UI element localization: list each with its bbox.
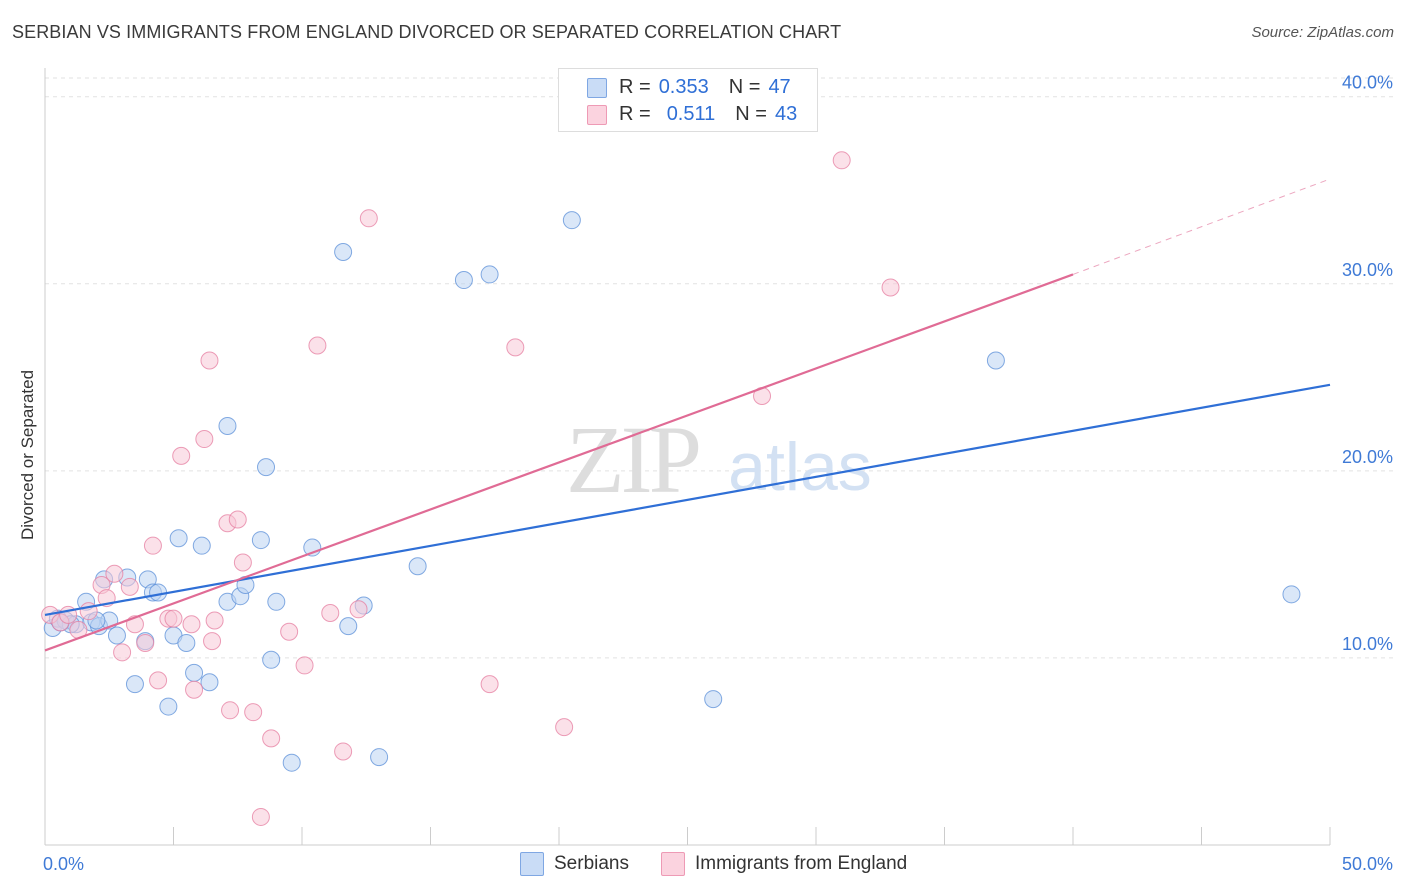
england-point	[881, 278, 900, 297]
england-point	[308, 336, 327, 355]
stats-box: R = 0.353 N = 47 R = 0.511 N = 43	[558, 68, 818, 132]
england-point	[149, 671, 168, 690]
england-point	[221, 701, 240, 720]
england-point	[203, 632, 222, 651]
y-tick-label: 30.0%	[1342, 260, 1393, 280]
england-point	[233, 553, 252, 572]
england-point	[172, 446, 191, 465]
serbians-trend-line	[44, 383, 1331, 616]
england-point	[251, 807, 270, 826]
serbians-point	[562, 211, 581, 230]
england-point	[113, 643, 132, 662]
stats-swatch-serbians	[587, 78, 607, 98]
england-point	[244, 703, 263, 722]
england-point	[506, 338, 525, 357]
serbians-point	[282, 753, 301, 772]
stats-n-label: N =	[735, 102, 767, 125]
y-axis-label: Divorced or Separated	[18, 369, 37, 541]
england-point	[185, 680, 204, 699]
england-point	[105, 564, 124, 583]
stats-n-value: 43	[774, 102, 798, 125]
serbians-point	[370, 748, 389, 767]
serbians-point	[185, 663, 204, 682]
serbians-point	[107, 626, 126, 645]
stats-n-value: 47	[768, 75, 791, 98]
england-point	[182, 615, 201, 634]
stats-r-label: R =	[619, 75, 651, 98]
serbians-point	[177, 633, 196, 652]
serbians-point	[267, 592, 286, 611]
stats-n-label: N =	[728, 75, 761, 98]
england-point	[143, 536, 162, 555]
y-tick-label: 20.0%	[1342, 447, 1393, 467]
serbians-point	[149, 583, 168, 602]
serbians-point	[986, 351, 1005, 370]
serbians-point	[169, 529, 188, 548]
england-point	[262, 729, 281, 748]
chart-source: Source: ZipAtlas.com	[1251, 24, 1394, 41]
england-point	[195, 430, 214, 449]
legend-label-serbians: Serbians	[554, 853, 629, 874]
england-point	[349, 600, 368, 619]
y-tick-label: 10.0%	[1342, 634, 1393, 654]
serbians-point	[408, 557, 427, 576]
serbians-point	[200, 673, 219, 692]
england-point	[200, 351, 219, 370]
serbians-point	[251, 531, 270, 550]
england-point	[120, 577, 139, 596]
serbians-point	[192, 536, 211, 555]
legend-label-england: Immigrants from England	[695, 853, 908, 874]
england-point	[205, 611, 224, 630]
legend-swatch-england	[661, 852, 685, 876]
england-trend-line	[44, 273, 1074, 652]
england-point	[832, 151, 851, 170]
serbians-point	[704, 690, 723, 709]
stats-r-label: R =	[619, 102, 651, 125]
serbians-point	[159, 697, 178, 716]
england-point	[480, 675, 499, 694]
chart-title: SERBIAN VS IMMIGRANTS FROM ENGLAND DIVOR…	[12, 22, 842, 42]
serbians-point	[1282, 585, 1301, 604]
serbians-point	[262, 650, 281, 669]
stats-swatch-england	[587, 105, 607, 125]
serbians-point	[454, 271, 473, 290]
serbians-point	[334, 242, 353, 261]
serbians-point	[218, 416, 237, 435]
legend-item-serbians: Serbians	[520, 852, 629, 876]
watermark-atlas: atlas	[728, 429, 872, 505]
x-tick-label: 50.0%	[1342, 854, 1393, 874]
y-tick-label: 40.0%	[1342, 73, 1393, 93]
serbians-point	[257, 458, 276, 477]
england-point	[555, 718, 574, 737]
england-point	[334, 742, 353, 761]
england-point	[359, 209, 378, 228]
stats-row-england: R = 0.511 N = 43	[587, 102, 797, 126]
legend-item-england: Immigrants from England	[661, 852, 907, 876]
serbians-point	[480, 265, 499, 284]
x-tick-label: 0.0%	[43, 854, 84, 874]
england-point	[280, 622, 299, 641]
england-point	[295, 656, 314, 675]
england-point	[321, 604, 340, 623]
serbians-point	[339, 617, 358, 636]
stats-row-serbians: R = 0.353 N = 47	[587, 75, 791, 99]
serbians-point	[125, 675, 144, 694]
stats-r-value: 0.353	[658, 75, 709, 98]
england-point	[164, 609, 183, 628]
england-point	[136, 633, 155, 652]
stats-r-value: 0.511	[666, 102, 716, 125]
england-point	[228, 510, 247, 529]
england-trend-extension	[1072, 178, 1331, 275]
watermark-zip: ZIP	[566, 406, 699, 513]
legend-swatch-serbians	[520, 852, 544, 876]
